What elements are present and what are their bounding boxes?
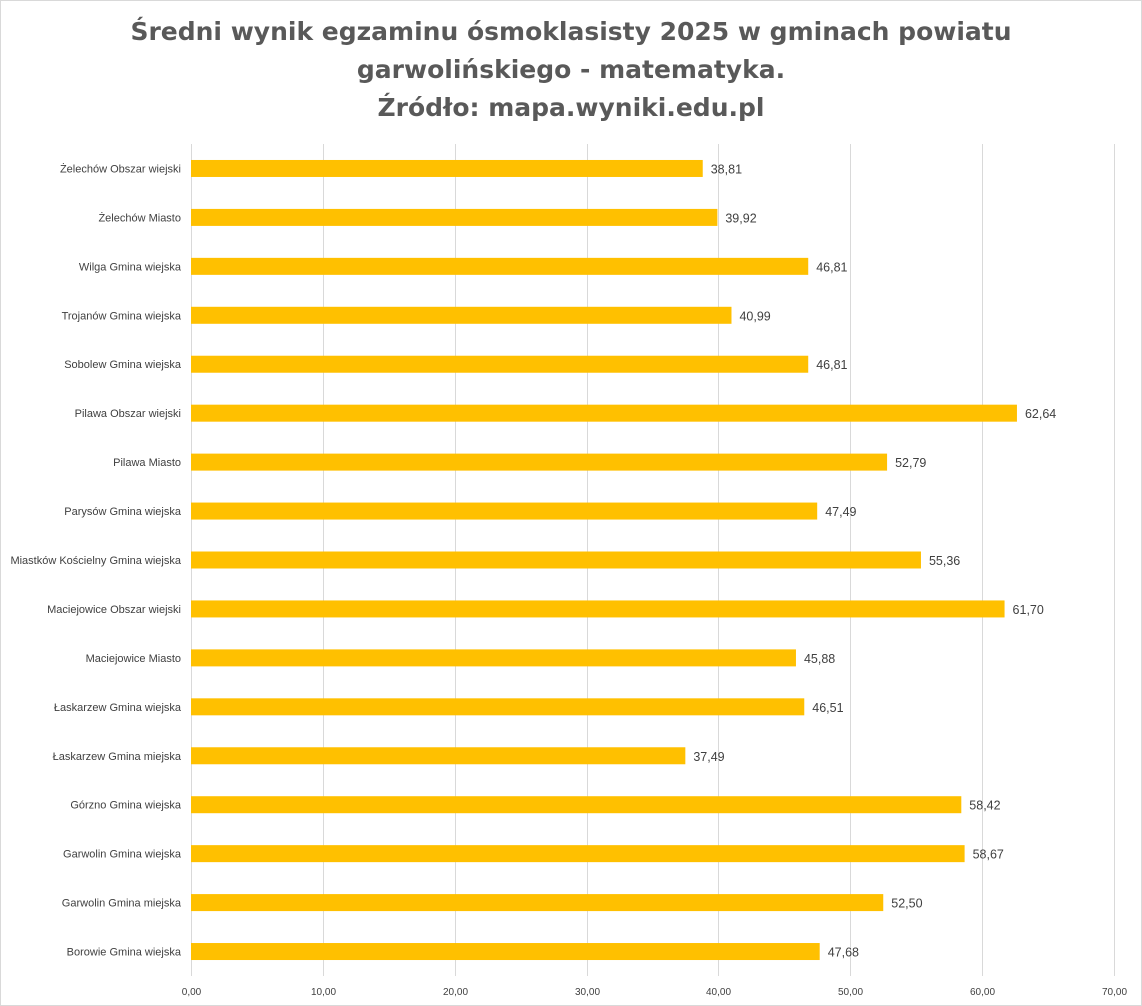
category-label: Sobolew Gmina wiejska — [64, 359, 182, 371]
bar — [191, 306, 732, 324]
data-label: 38,81 — [711, 162, 742, 176]
data-label: 52,50 — [891, 897, 922, 911]
x-tick-label: 30,00 — [575, 987, 600, 998]
category-label: Garwolin Gmina miejska — [62, 898, 182, 910]
bars — [191, 159, 1017, 961]
bar — [191, 894, 884, 912]
x-tick-label: 10,00 — [311, 987, 336, 998]
category-label: Maciejowice Obszar wiejski — [47, 604, 181, 616]
data-label: 55,36 — [929, 554, 960, 568]
bar — [191, 208, 718, 226]
category-label: Pilawa Miasto — [113, 457, 181, 469]
category-label: Pilawa Obszar wiejski — [75, 408, 181, 420]
bar — [191, 355, 809, 373]
category-label: Trojanów Gmina wiejska — [62, 310, 182, 322]
x-tick-label: 60,00 — [970, 987, 995, 998]
bar — [191, 796, 962, 814]
data-label: 46,81 — [816, 260, 847, 274]
data-label: 39,92 — [725, 211, 756, 225]
data-label: 45,88 — [804, 652, 835, 666]
bar — [191, 600, 1005, 618]
chart-title-line-1: Średni wynik egzaminu ósmoklasisty 2025 … — [130, 17, 1012, 46]
bar — [191, 845, 965, 863]
x-tick-label: 70,00 — [1102, 987, 1127, 998]
data-label: 62,64 — [1025, 407, 1056, 421]
data-label: 46,81 — [816, 358, 847, 372]
bar — [191, 649, 796, 667]
x-tick-label: 40,00 — [706, 987, 731, 998]
data-label: 37,49 — [693, 750, 724, 764]
data-label: 40,99 — [739, 309, 770, 323]
chart-title: Średni wynik egzaminu ósmoklasisty 2025 … — [1, 13, 1141, 127]
data-label: 47,49 — [825, 505, 856, 519]
bar — [191, 502, 818, 520]
category-label: Maciejowice Miasto — [86, 653, 181, 665]
category-label: Łaskarzew Gmina wiejska — [54, 702, 182, 714]
category-label: Górzno Gmina wiejska — [70, 800, 182, 812]
bar — [191, 551, 921, 569]
chart-title-line-3: Źródło: mapa.wyniki.edu.pl — [377, 93, 765, 122]
category-label: Żelechów Obszar wiejski — [60, 162, 181, 175]
x-tick-label: 0,00 — [182, 987, 202, 998]
bar — [191, 159, 703, 177]
category-label: Garwolin Gmina wiejska — [63, 849, 182, 861]
x-tick-label: 20,00 — [443, 987, 468, 998]
category-label: Wilga Gmina wiejska — [79, 261, 182, 273]
bar — [191, 404, 1017, 422]
category-label: Borowie Gmina wiejska — [67, 947, 182, 959]
bar — [191, 747, 686, 765]
bar — [191, 943, 820, 961]
category-label: Łaskarzew Gmina miejska — [53, 751, 182, 763]
chart-title-line-2: garwolińskiego - matematyka. — [356, 55, 786, 84]
bar — [191, 453, 888, 471]
data-label: 47,68 — [828, 946, 859, 960]
bar — [191, 698, 805, 716]
data-label: 58,42 — [969, 799, 1000, 813]
category-label: Żelechów Miasto — [98, 211, 181, 224]
bar — [191, 257, 809, 275]
data-label: 61,70 — [1013, 603, 1044, 617]
category-label: Parysów Gmina wiejska — [64, 506, 182, 518]
category-label: Miastków Kościelny Gmina wiejska — [10, 555, 181, 567]
x-tick-label: 50,00 — [838, 987, 863, 998]
labels: 0,00 10,00 20,00 30,00 40,00 50,00 60,00 70,00 Ż… — [10, 162, 1127, 998]
data-label: 58,67 — [973, 848, 1004, 862]
data-label: 52,79 — [895, 456, 926, 470]
data-label: 46,51 — [812, 701, 843, 715]
